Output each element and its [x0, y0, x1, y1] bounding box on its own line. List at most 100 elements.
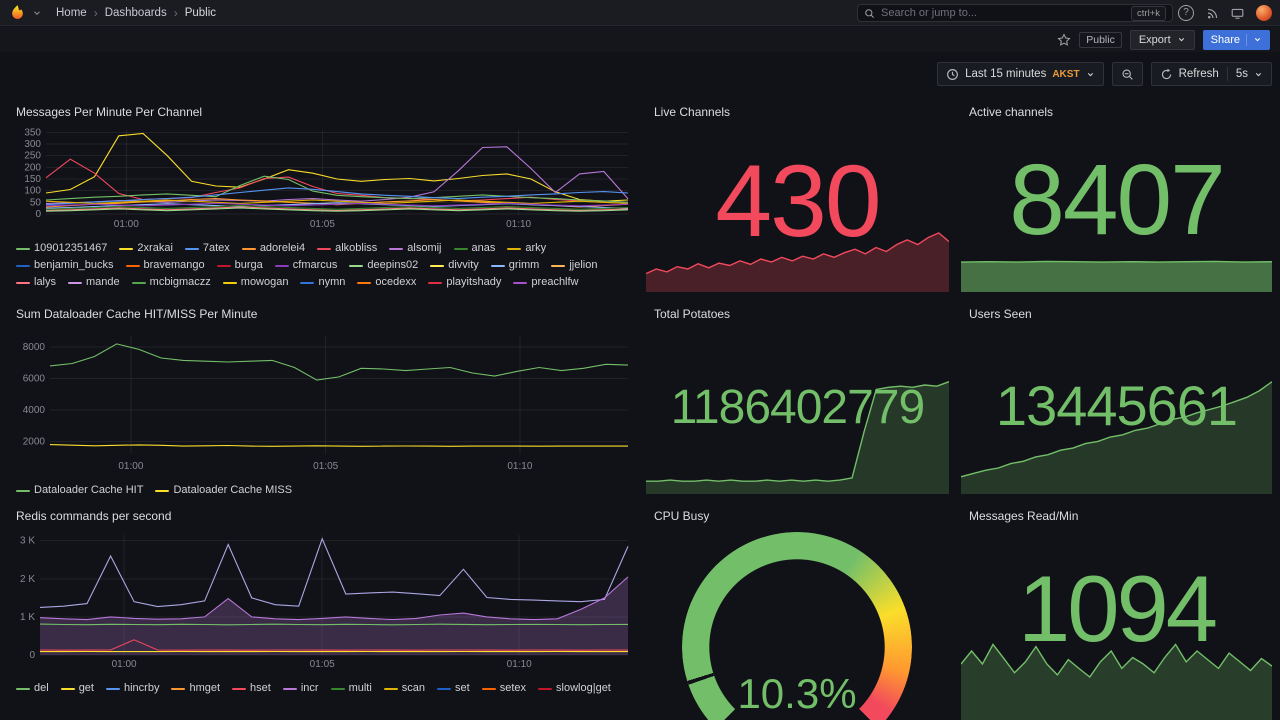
legend-item[interactable]: Dataloader Cache HIT [16, 483, 143, 494]
redis-timeseries-chart[interactable]: 0 1 K 2 K 3 K 01:00 01:05 01:10 [8, 528, 634, 670]
refresh-button-group[interactable]: Refresh 5s [1150, 62, 1272, 86]
legend-item[interactable]: divvity [430, 258, 479, 273]
panel-title[interactable]: Active channels [969, 105, 1054, 119]
legend-item[interactable]: scan [383, 681, 425, 696]
breadcrumb-home[interactable]: Home [56, 6, 87, 19]
legend-item[interactable]: nymn [300, 275, 345, 290]
legend-item[interactable]: del [16, 681, 49, 696]
legend-item[interactable]: Dataloader Cache MISS [155, 483, 292, 494]
svg-text:6000: 6000 [23, 374, 46, 385]
svg-text:0: 0 [35, 209, 41, 220]
panel-title[interactable]: Redis commands per second [16, 509, 172, 523]
help-icon[interactable]: ? [1178, 5, 1194, 21]
refresh-interval[interactable]: 5s [1235, 68, 1248, 80]
legend-item[interactable]: incr [282, 681, 319, 696]
legend-item[interactable]: alkobliss [317, 241, 377, 256]
breadcrumb-public[interactable]: Public [184, 6, 217, 19]
legend-swatch [317, 247, 332, 250]
zoom-out-button[interactable] [1111, 62, 1143, 86]
legend-swatch [184, 247, 199, 250]
panel-title[interactable]: Messages Read/Min [969, 509, 1079, 523]
legend-item[interactable]: slowlog|get [538, 681, 611, 696]
panel-title[interactable]: Users Seen [969, 307, 1032, 321]
org-chevron-icon[interactable] [32, 8, 42, 18]
total-potatoes-sparkline[interactable] [646, 380, 949, 494]
legend-item[interactable]: 109012351467 [16, 241, 107, 256]
legend-item[interactable]: burga [216, 258, 263, 273]
panel-messages-read: Messages Read/Min 1094 [961, 504, 1272, 720]
legend-item[interactable]: preachlfw [513, 275, 579, 290]
legend-item[interactable]: mowogan [222, 275, 288, 290]
chevron-down-icon [1178, 38, 1184, 42]
legend-item[interactable]: mande [68, 275, 120, 290]
legend-item[interactable]: hset [232, 681, 271, 696]
live-channels-value: 430 [715, 144, 881, 258]
legend-item[interactable]: adorelei4 [241, 241, 305, 256]
legend-item[interactable]: grimm [490, 258, 539, 273]
search-input[interactable]: Search or jump to... ctrl+k [857, 4, 1173, 22]
legend-item[interactable]: setex [481, 681, 526, 696]
monitor-icon[interactable] [1231, 7, 1244, 20]
time-range-picker[interactable]: Last 15 minutes AKST [937, 62, 1104, 86]
panel-title[interactable]: CPU Busy [654, 509, 710, 523]
legend-item[interactable]: alsomij [389, 241, 442, 256]
legend-item[interactable]: anas [453, 241, 495, 256]
news-rss-icon[interactable] [1206, 7, 1219, 20]
active-channels-sparkline[interactable] [961, 260, 1272, 292]
legend-item[interactable]: benjamin_bucks [16, 258, 114, 273]
legend-item[interactable]: bravemango [125, 258, 205, 273]
legend-item[interactable]: hmget [171, 681, 220, 696]
panel-title[interactable]: Sum Dataloader Cache HIT/MISS Per Minute [16, 307, 258, 321]
legend-item[interactable]: hincrby [105, 681, 159, 696]
star-icon[interactable] [1057, 32, 1071, 47]
legend-item[interactable]: arky [507, 241, 546, 256]
panel-title[interactable]: Messages Per Minute Per Channel [16, 105, 203, 119]
legend-item[interactable]: cfmarcus [274, 258, 337, 273]
legend-swatch [357, 281, 372, 284]
grafana-logo-icon[interactable] [8, 4, 26, 22]
live-channels-sparkline[interactable] [646, 232, 949, 292]
messages-read-sparkline[interactable] [961, 608, 1272, 720]
cpu-gauge[interactable]: 10.3% [682, 532, 912, 720]
legend-item[interactable]: multi [330, 681, 372, 696]
legend-item[interactable]: 7atex [184, 241, 230, 256]
legend-item[interactable]: 2xrakai [119, 241, 173, 256]
users-seen-sparkline[interactable] [961, 380, 1272, 494]
legend-item[interactable]: ocedexx [357, 275, 416, 290]
dashboard-tag-public[interactable]: Public [1079, 31, 1122, 48]
legend-item[interactable]: lalys [16, 275, 56, 290]
legend-swatch [383, 687, 398, 690]
time-toolbar: Last 15 minutes AKST Refresh 5s [937, 62, 1272, 86]
panel-title[interactable]: Total Potatoes [654, 307, 731, 321]
svg-text:2 K: 2 K [20, 574, 35, 585]
share-button[interactable]: Share [1202, 29, 1270, 50]
panel-title[interactable]: Live Channels [654, 105, 731, 119]
search-placeholder: Search or jump to... [881, 7, 977, 19]
legend-item[interactable]: get [60, 681, 94, 696]
legend-item[interactable]: deepins02 [349, 258, 418, 273]
dataloader-timeseries-chart[interactable]: 2000 4000 6000 8000 01:00 01:05 01:10 [8, 326, 634, 472]
legend-swatch [430, 264, 445, 267]
svg-text:01:00: 01:00 [114, 219, 139, 230]
legend-swatch [16, 489, 30, 492]
export-button[interactable]: Export [1129, 29, 1195, 50]
legend-item[interactable]: set [437, 681, 470, 696]
search-shortcut-kbd: ctrl+k [1131, 5, 1166, 21]
panel-messages-per-minute: Messages Per Minute Per Channel 0 50 100 15… [8, 100, 634, 292]
legend-item[interactable]: jjelion [551, 258, 597, 273]
legend-item[interactable]: playitshady [428, 275, 501, 290]
chevron-down-icon [1254, 38, 1261, 42]
legend-swatch [274, 264, 289, 267]
svg-text:150: 150 [24, 174, 41, 185]
legend-swatch [16, 247, 30, 250]
redis-legend: del get hincrby hmget hset incr multi scan set se… [8, 681, 634, 696]
user-avatar[interactable] [1256, 5, 1272, 21]
breadcrumb-dashboards[interactable]: Dashboards [104, 6, 167, 19]
legend-swatch [16, 687, 30, 690]
total-potatoes-value: 1186402779 [670, 381, 925, 434]
breadcrumb: Home › Dashboards › Public [56, 6, 216, 20]
legend-swatch [538, 687, 553, 690]
legend-item[interactable]: mcbigmaczz [131, 275, 211, 290]
